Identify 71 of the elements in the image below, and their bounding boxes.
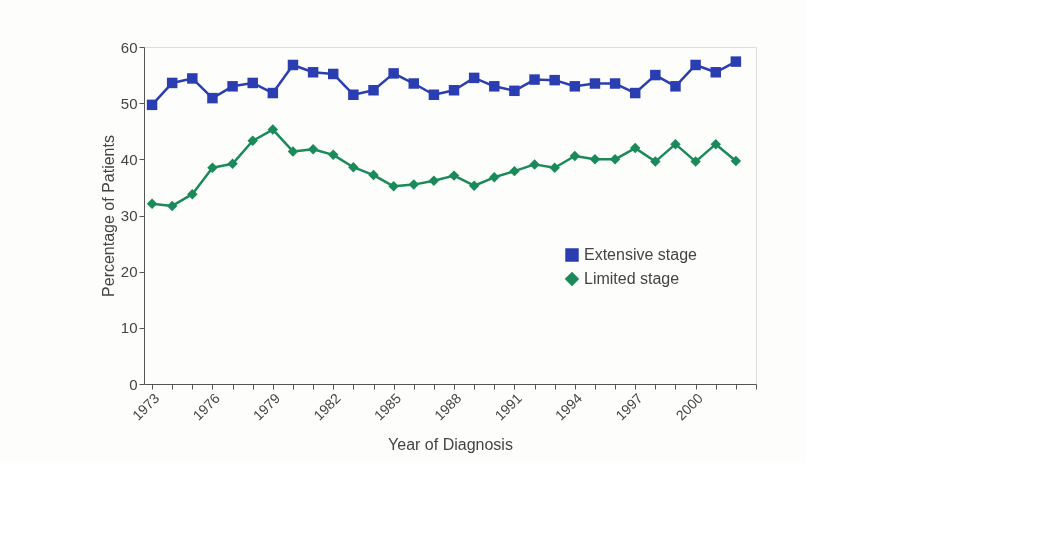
point xyxy=(388,181,399,192)
point xyxy=(509,85,520,97)
point xyxy=(348,89,359,100)
y-tick-label: 30 xyxy=(120,207,138,224)
point xyxy=(388,68,399,79)
point xyxy=(609,154,621,165)
point xyxy=(489,81,500,92)
point xyxy=(247,77,258,89)
point xyxy=(227,158,238,170)
y-tick-label: 10 xyxy=(120,319,138,337)
point xyxy=(227,81,238,92)
point xyxy=(207,92,218,104)
y-axis-title: Percentage of Patients xyxy=(99,135,117,297)
point xyxy=(307,143,319,155)
point xyxy=(670,81,681,92)
point xyxy=(428,89,440,100)
point xyxy=(146,99,158,111)
point xyxy=(509,165,520,177)
point xyxy=(629,87,641,99)
point xyxy=(307,67,319,78)
point xyxy=(529,159,540,170)
point xyxy=(247,135,258,147)
point xyxy=(609,78,621,89)
y-tick-label: 20 xyxy=(120,263,138,281)
point xyxy=(408,78,420,89)
point xyxy=(529,74,540,85)
legend-label: Limited stage xyxy=(584,270,680,287)
point xyxy=(368,169,379,181)
point xyxy=(690,59,701,71)
point xyxy=(549,162,560,173)
point xyxy=(287,59,299,71)
point xyxy=(327,68,339,80)
point xyxy=(187,73,198,84)
point xyxy=(428,175,440,186)
point xyxy=(730,56,742,67)
point xyxy=(468,180,480,191)
y-tick-label: 40 xyxy=(120,150,138,168)
y-tick-label: 0 xyxy=(129,375,138,393)
point xyxy=(348,161,359,173)
x-axis-title: Year of Diagnosis xyxy=(388,436,513,454)
point xyxy=(650,156,661,167)
point xyxy=(650,69,661,81)
point xyxy=(710,67,721,78)
point xyxy=(710,138,721,150)
y-tick-label: 60 xyxy=(120,38,138,56)
point xyxy=(166,200,178,212)
point xyxy=(489,172,500,183)
point xyxy=(569,150,581,162)
point xyxy=(368,85,379,96)
point xyxy=(327,149,339,161)
point xyxy=(166,77,178,89)
point xyxy=(589,78,601,89)
point xyxy=(287,146,299,157)
point xyxy=(670,138,681,150)
point xyxy=(146,198,158,209)
point xyxy=(448,85,460,96)
point xyxy=(448,170,460,181)
point xyxy=(267,87,279,99)
point xyxy=(267,124,279,135)
point xyxy=(730,155,742,167)
point xyxy=(468,72,480,84)
legend-label: Extensive stage xyxy=(584,246,698,263)
point xyxy=(408,179,420,190)
point xyxy=(690,156,701,167)
y-tick-label: 50 xyxy=(120,94,138,112)
point xyxy=(549,74,560,86)
point xyxy=(187,188,198,200)
point xyxy=(629,142,641,154)
point xyxy=(589,154,601,165)
point xyxy=(207,162,218,173)
point xyxy=(569,81,581,92)
